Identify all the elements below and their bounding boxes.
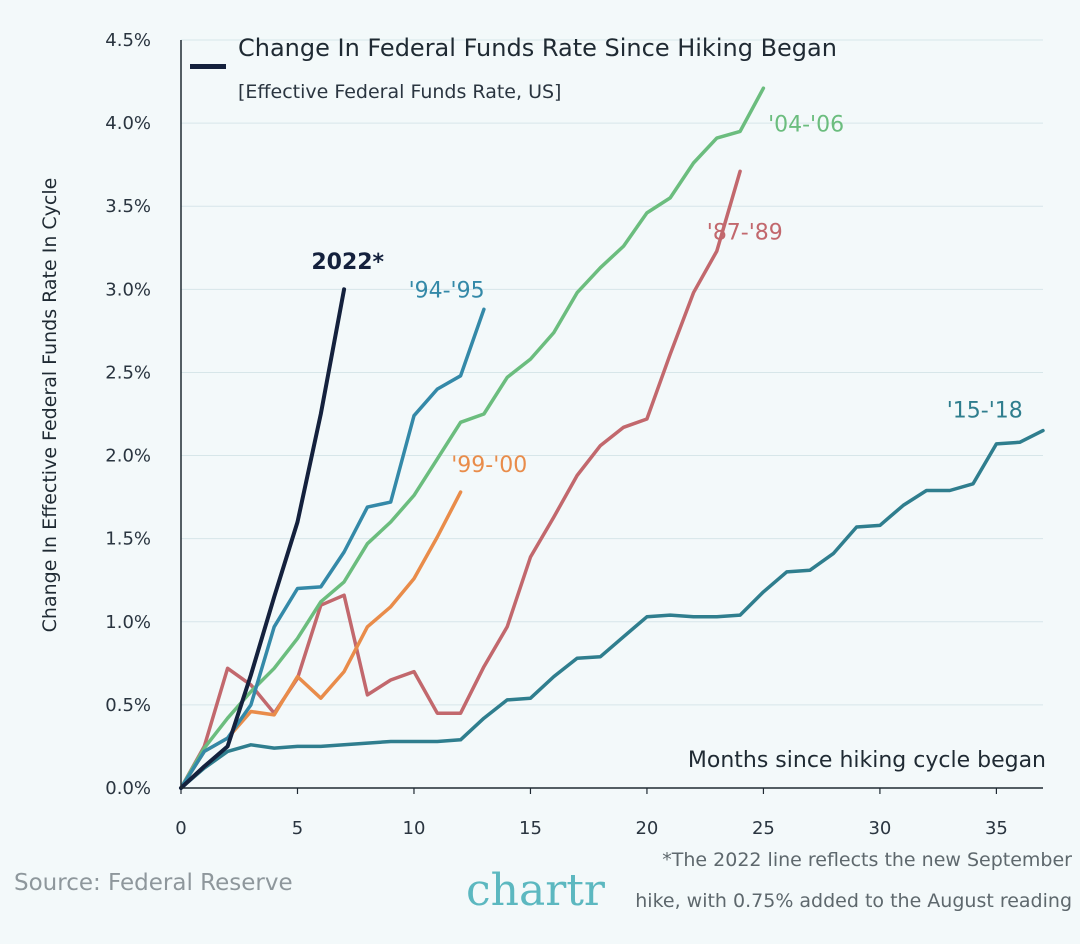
series-line-5 <box>179 428 1045 790</box>
y-axis-label: Change In Effective Federal Funds Rate I… <box>39 178 61 633</box>
series-label: '94-'95 <box>409 279 485 304</box>
footnote-line-1: *The 2022 line reflects the new Septembe… <box>662 849 1072 871</box>
y-tick-label: 2.0% <box>105 446 151 467</box>
y-tick-label: 3.0% <box>105 279 151 300</box>
y-tick-label: 4.5% <box>105 30 151 51</box>
y-tick-label: 1.0% <box>105 612 151 633</box>
x-tick-label: 0 <box>175 818 186 839</box>
series-line-2 <box>179 86 766 790</box>
gridlines <box>181 39 1043 706</box>
y-tick-label: 2.5% <box>105 362 151 383</box>
y-tick-label: 4.0% <box>105 113 151 134</box>
x-tick-labels: 0 5 10 15 20 25 30 35 <box>175 788 1008 839</box>
series-line-4 <box>179 490 463 790</box>
x-tick-label: 35 <box>985 818 1008 839</box>
x-tick-label: 20 <box>635 818 658 839</box>
x-tick-label: 30 <box>868 818 891 839</box>
series-line-0 <box>179 287 347 790</box>
title-legend-marker <box>190 64 226 69</box>
series-label: '04-'06 <box>768 112 844 137</box>
x-tick-label: 5 <box>292 818 303 839</box>
chartr-logo: chartr <box>466 865 606 916</box>
series-label: 2022* <box>311 250 384 275</box>
series-label: '15-'18 <box>947 398 1023 423</box>
y-tick-label: 1.5% <box>105 529 151 550</box>
y-tick-label: 0.0% <box>105 778 151 799</box>
x-tick-label: 10 <box>403 818 426 839</box>
series-lines <box>179 86 1045 790</box>
source-note: Source: Federal Reserve <box>14 870 293 896</box>
y-tick-labels: 0.0% 0.5% 1.0% 1.5% 2.0% 2.5% 3.0% 3.5% 4.0% 4.5% <box>105 30 151 799</box>
chart-title: Change In Federal Funds Rate Since Hikin… <box>238 34 837 62</box>
chart-subtitle: [Effective Federal Funds Rate, US] <box>238 81 561 103</box>
series-label: '87-'89 <box>707 220 783 245</box>
x-axis-label: Months since hiking cycle began <box>688 748 1046 773</box>
series-line-1 <box>179 307 486 790</box>
x-tick-label: 25 <box>752 818 775 839</box>
y-tick-label: 3.5% <box>105 196 151 217</box>
series-label: '99-'00 <box>451 453 527 478</box>
series-labels: 2022* '94-'95 '04-'06 '87-'89 '99-'00 '15-'18 <box>311 112 1022 478</box>
y-tick-label: 0.5% <box>105 695 151 716</box>
x-tick-label: 15 <box>519 818 542 839</box>
series-line-3 <box>179 169 742 790</box>
footnote-line-2: hike, with 0.75% added to the August rea… <box>635 890 1072 912</box>
